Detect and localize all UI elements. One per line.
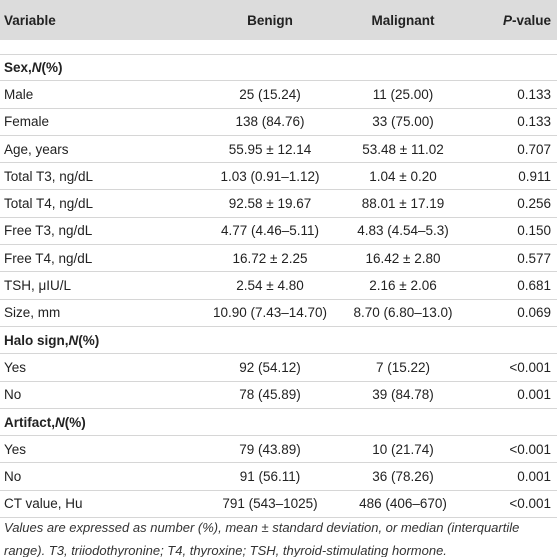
- data-row: No 78 (45.89) 39 (84.78) 0.001: [0, 382, 557, 409]
- cell: 1.04 ± 0.20: [369, 168, 437, 184]
- cell: 0.001: [517, 387, 551, 403]
- text-part: Halo sign,: [4, 332, 69, 348]
- cell: 0.150: [517, 223, 551, 239]
- cell: 7 (15.22): [375, 359, 431, 375]
- cell: 1.03 (0.91–1.12): [220, 168, 320, 184]
- data-row: CT value, Hu 791 (543–1025) 486 (406–670) <…: [0, 491, 557, 519]
- section-label: Artifact, N (%): [4, 409, 86, 435]
- cell: 55.95 ± 12.14: [228, 141, 312, 157]
- row-label: Female: [4, 114, 50, 130]
- cell: 92.58 ± 19.67: [228, 196, 312, 212]
- cell: 79 (43.89): [239, 441, 301, 457]
- row-label: Male: [4, 86, 34, 102]
- cell: 92 (54.12): [239, 359, 301, 375]
- cell: 0.681: [517, 278, 551, 294]
- text-part: (%): [78, 332, 100, 348]
- cell: 138 (84.76): [235, 114, 305, 130]
- cell: 36 (78.26): [372, 469, 434, 485]
- row-label: Total T3, ng/dL: [4, 168, 94, 184]
- section-label: Sex, N (%): [4, 54, 63, 80]
- row-label: No: [4, 469, 22, 485]
- cell: 10 (21.74): [372, 441, 434, 457]
- cell: 0.256: [517, 196, 551, 212]
- row-label: CT value, Hu: [4, 496, 83, 512]
- cell: 25 (15.24): [239, 86, 301, 102]
- rule: [0, 54, 557, 55]
- cell: 33 (75.00): [372, 114, 434, 130]
- data-row: Total T4, ng/dL 92.58 ± 19.67 88.01 ± 17.1…: [0, 191, 557, 218]
- data-row: Age, years 55.95 ± 12.14 53.48 ± 11.02 0.70…: [0, 136, 557, 164]
- data-row: Yes 79 (43.89) 10 (21.74) <0.001: [0, 436, 557, 464]
- data-row: Size, mm 10.90 (7.43–14.70) 8.70 (6.80–13.…: [0, 300, 557, 327]
- row-label: No: [4, 387, 22, 403]
- cell: 2.16 ± 2.06: [369, 278, 437, 294]
- text-part: N: [55, 414, 65, 430]
- cell: 4.77 (4.46–5.11): [220, 223, 320, 239]
- row-label: Free T4, ng/dL: [4, 250, 93, 266]
- cell: 16.72 ± 2.25: [232, 250, 308, 266]
- cell: 486 (406–670): [359, 496, 447, 512]
- data-row: No 91 (56.11) 36 (78.26) 0.001: [0, 464, 557, 491]
- cell: 0.133: [517, 86, 551, 102]
- text-part: N: [31, 59, 42, 75]
- header-row: Variable Benign Malignant P -value: [0, 0, 557, 40]
- cell: 0.577: [517, 250, 551, 266]
- row-label: Size, mm: [4, 305, 61, 321]
- cell: 88.01 ± 17.19: [361, 196, 445, 212]
- section-row: Artifact, N (%): [0, 409, 557, 437]
- header-cell: Benign: [247, 12, 293, 28]
- cell: 0.069: [517, 305, 551, 321]
- section-row: Sex, N (%): [0, 54, 557, 82]
- data-row: Yes 92 (54.12) 7 (15.22) <0.001: [0, 354, 557, 382]
- text-part: (%): [41, 59, 63, 75]
- cell: <0.001: [509, 359, 551, 375]
- data-row: Total T3, ng/dL 1.03 (0.91–1.12) 1.04 ± 0.…: [0, 163, 557, 191]
- row-label: TSH, μIU/L: [4, 278, 72, 294]
- cell: <0.001: [509, 496, 551, 512]
- row-label: Total T4, ng/dL: [4, 196, 94, 212]
- section-label: Halo sign, N (%): [4, 327, 99, 353]
- cell: 10.90 (7.43–14.70): [212, 305, 328, 321]
- text-part: -value: [511, 12, 551, 28]
- section-row: Halo sign, N (%): [0, 327, 557, 355]
- text-part: Sex,: [4, 59, 32, 75]
- data-row: TSH, μIU/L 2.54 ± 4.80 2.16 ± 2.06 0.681: [0, 272, 557, 300]
- cell: 0.911: [518, 168, 551, 184]
- cell: 16.42 ± 2.80: [365, 250, 441, 266]
- cell: 78 (45.89): [239, 387, 301, 403]
- cell: 11 (25.00): [372, 86, 434, 102]
- row-label: Yes: [4, 441, 27, 457]
- cell: 91 (56.11): [239, 469, 301, 485]
- footnote: Values are expressed as number (%), mean…: [4, 520, 520, 557]
- data-row: Female 138 (84.76) 33 (75.00) 0.133: [0, 109, 557, 136]
- text-part: N: [68, 332, 79, 348]
- cell: 4.83 (4.54–5.3): [357, 223, 449, 239]
- text-part: (%): [64, 414, 86, 430]
- cell: 2.54 ± 4.80: [236, 278, 304, 294]
- cell: 8.70 (6.80–13.0): [353, 305, 453, 321]
- data-row: Male 25 (15.24) 11 (25.00) 0.133: [0, 81, 557, 109]
- data-row: Free T3, ng/dL 4.77 (4.46–5.11) 4.83 (4.54…: [0, 218, 557, 246]
- header-cell: Malignant: [371, 12, 435, 28]
- header-cell: Variable: [4, 12, 56, 28]
- data-row: Free T4, ng/dL 16.72 ± 2.25 16.42 ± 2.80 0.…: [0, 245, 557, 273]
- cell: <0.001: [509, 441, 551, 457]
- text-part: P: [502, 12, 512, 28]
- row-label: Age, years: [4, 141, 69, 157]
- cell: 0.001: [517, 469, 551, 485]
- cell: 53.48 ± 11.02: [362, 141, 444, 157]
- cell: 0.133: [517, 114, 551, 130]
- header-cell: P -value: [503, 0, 551, 40]
- row-label: Free T3, ng/dL: [4, 223, 93, 239]
- cell: 791 (543–1025): [222, 496, 318, 512]
- cell: 39 (84.78): [372, 387, 434, 403]
- row-label: Yes: [4, 359, 27, 375]
- cell: 0.707: [517, 141, 551, 157]
- text-part: Artifact,: [4, 414, 56, 430]
